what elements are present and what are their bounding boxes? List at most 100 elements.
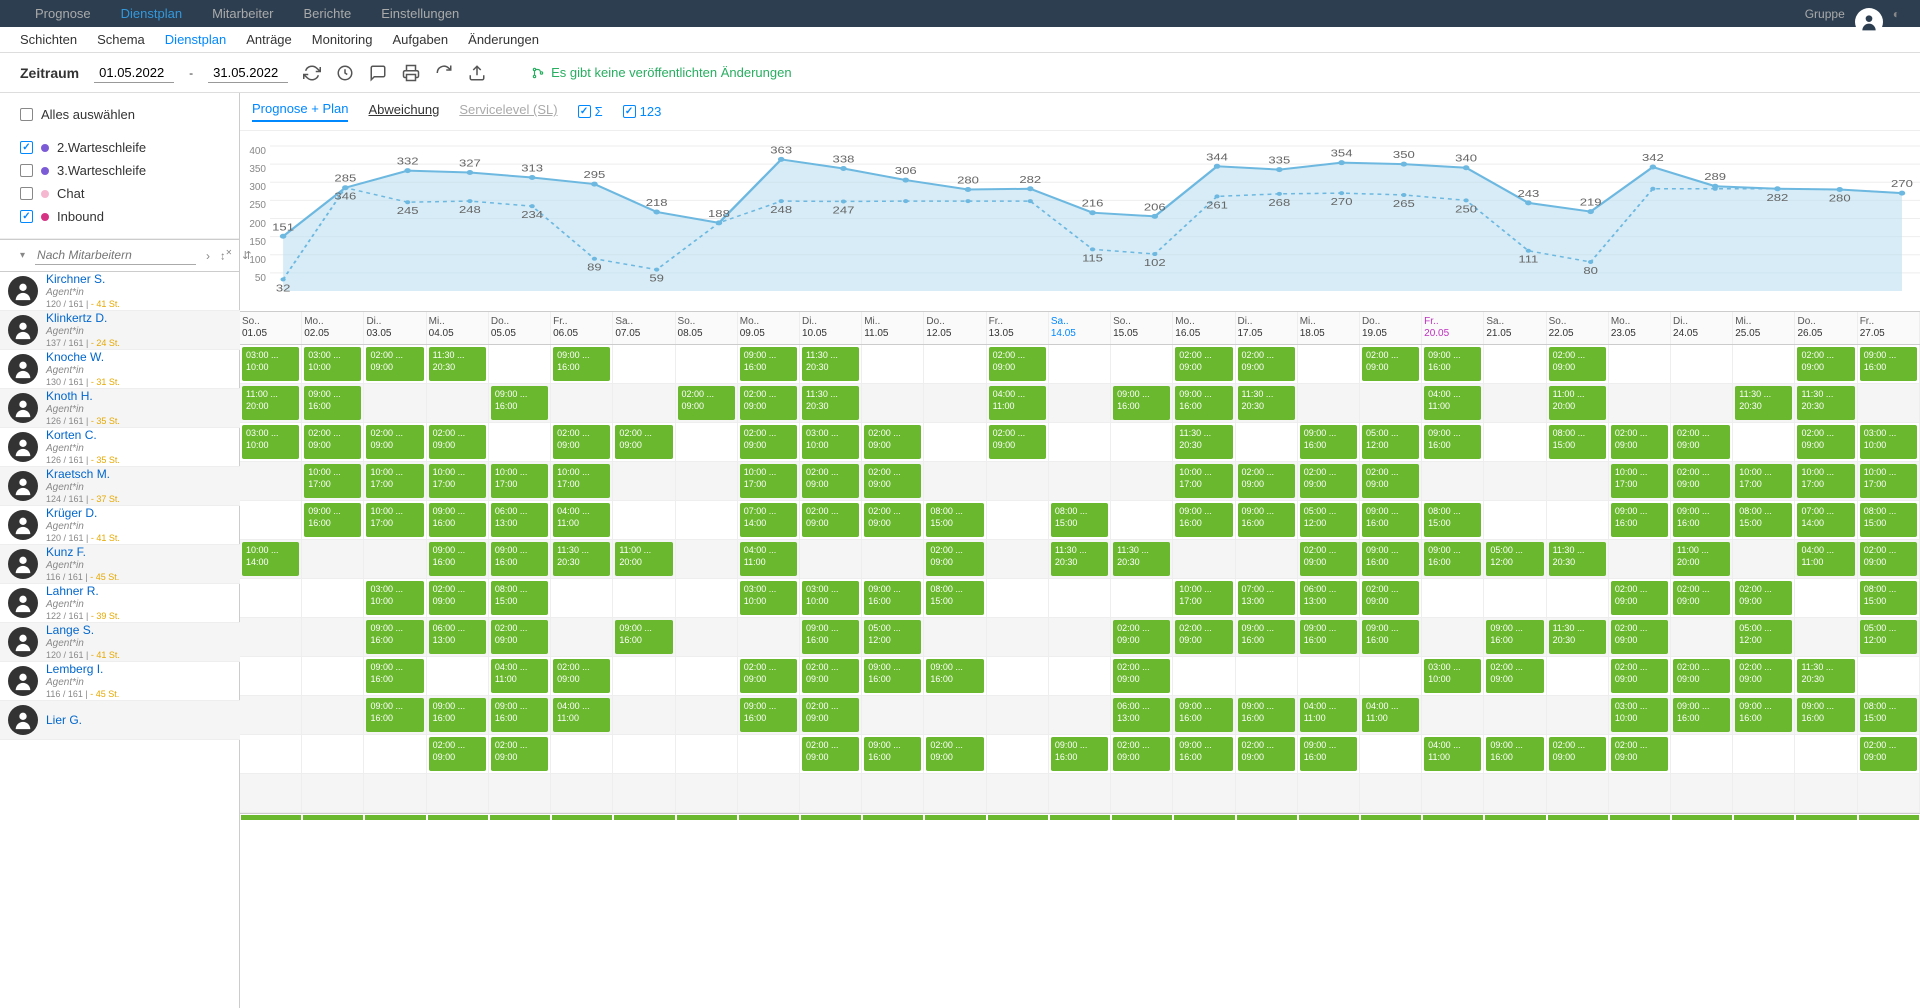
shift-block[interactable]: 10:00 ...17:00 (1611, 464, 1668, 498)
shift-block[interactable]: 03:00 ...10:00 (740, 581, 797, 615)
shift-cell[interactable] (302, 696, 364, 734)
shift-cell[interactable]: 09:00 ...16:00 (1422, 540, 1484, 578)
shift-block[interactable]: 09:00 ...16:00 (366, 620, 423, 654)
employee-search-input[interactable] (35, 246, 196, 265)
shift-cell[interactable]: 10:00 ...17:00 (1795, 462, 1857, 500)
shift-cell[interactable]: 09:00 ...16:00 (862, 579, 924, 617)
shift-cell[interactable] (1484, 462, 1546, 500)
shift-cell[interactable]: 11:30 ...20:30 (1111, 540, 1173, 578)
shift-cell[interactable]: 09:00 ...16:00 (862, 735, 924, 773)
shift-cell[interactable] (1484, 696, 1546, 734)
shift-cell[interactable]: 09:00 ...16:00 (1795, 696, 1857, 734)
shift-cell[interactable] (862, 540, 924, 578)
shift-cell[interactable]: 09:00 ...16:00 (364, 657, 426, 695)
shift-cell[interactable] (613, 384, 675, 422)
shift-block[interactable]: 02:00 ...09:00 (1238, 464, 1295, 498)
shift-cell[interactable]: 08:00 ...15:00 (1422, 501, 1484, 539)
shift-cell[interactable]: 11:30 ...20:30 (1173, 423, 1235, 461)
shift-cell[interactable] (1547, 462, 1609, 500)
shift-block[interactable]: 02:00 ...09:00 (1362, 347, 1419, 381)
shift-cell[interactable]: 02:00 ...09:00 (862, 501, 924, 539)
shift-cell[interactable] (1422, 579, 1484, 617)
shift-block[interactable]: 03:00 ...10:00 (242, 425, 299, 459)
shift-cell[interactable]: 07:00 ...14:00 (738, 501, 800, 539)
shift-cell[interactable]: 09:00 ...16:00 (489, 384, 551, 422)
shift-block[interactable]: 11:30 ...20:30 (1549, 542, 1606, 576)
shift-block[interactable]: 09:00 ...16:00 (1175, 698, 1232, 732)
shift-cell[interactable]: 10:00 ...17:00 (364, 462, 426, 500)
shift-block[interactable]: 02:00 ...09:00 (802, 503, 859, 537)
upload-icon[interactable] (468, 64, 486, 82)
shift-cell[interactable]: 02:00 ...09:00 (987, 345, 1049, 383)
shift-block[interactable]: 09:00 ...16:00 (926, 659, 983, 693)
shift-cell[interactable] (613, 657, 675, 695)
shift-cell[interactable] (613, 462, 675, 500)
shift-block[interactable]: 11:30 ...20:30 (1051, 542, 1108, 576)
shift-cell[interactable] (1173, 774, 1235, 812)
shift-block[interactable]: 09:00 ...16:00 (1300, 737, 1357, 771)
subnav-item-schichten[interactable]: Schichten (20, 32, 77, 47)
shift-cell[interactable] (800, 774, 862, 812)
shift-block[interactable]: 09:00 ...16:00 (864, 737, 921, 771)
shift-cell[interactable] (1360, 774, 1422, 812)
shift-cell[interactable]: 02:00 ...09:00 (1111, 618, 1173, 656)
shift-block[interactable]: 02:00 ...09:00 (1673, 464, 1730, 498)
shift-cell[interactable]: 02:00 ...09:00 (1236, 345, 1298, 383)
shift-cell[interactable] (987, 462, 1049, 500)
shift-block[interactable]: 02:00 ...09:00 (1673, 425, 1730, 459)
shift-block[interactable]: 08:00 ...15:00 (1051, 503, 1108, 537)
shift-block[interactable]: 09:00 ...16:00 (864, 581, 921, 615)
shift-block[interactable]: 04:00 ...11:00 (1300, 698, 1357, 732)
shift-cell[interactable]: 02:00 ...09:00 (1671, 423, 1733, 461)
shift-cell[interactable]: 02:00 ...09:00 (800, 462, 862, 500)
shift-cell[interactable]: 10:00 ...14:00 (240, 540, 302, 578)
shift-block[interactable]: 02:00 ...09:00 (678, 386, 735, 420)
shift-cell[interactable]: 02:00 ...09:00 (738, 423, 800, 461)
shift-block[interactable]: 09:00 ...16:00 (740, 347, 797, 381)
shift-cell[interactable]: 02:00 ...09:00 (1360, 345, 1422, 383)
shift-cell[interactable] (987, 501, 1049, 539)
shift-cell[interactable] (1236, 540, 1298, 578)
shift-cell[interactable]: 03:00 ...10:00 (738, 579, 800, 617)
shift-cell[interactable]: 02:00 ...09:00 (1609, 657, 1671, 695)
shift-block[interactable]: 10:00 ...17:00 (366, 503, 423, 537)
shift-cell[interactable]: 09:00 ...16:00 (1049, 735, 1111, 773)
shift-cell[interactable] (862, 345, 924, 383)
shift-cell[interactable]: 11:30 ...20:30 (1733, 384, 1795, 422)
shift-block[interactable]: 11:30 ...20:30 (429, 347, 486, 381)
shift-cell[interactable] (489, 423, 551, 461)
shift-cell[interactable] (613, 579, 675, 617)
shift-cell[interactable] (364, 735, 426, 773)
shift-cell[interactable]: 05:00 ...12:00 (1298, 501, 1360, 539)
date-header-cell[interactable]: Fr..20.05 (1422, 312, 1484, 344)
shift-cell[interactable] (1049, 384, 1111, 422)
globe-icon[interactable]: ◐ (1893, 7, 1900, 21)
shift-cell[interactable] (1049, 774, 1111, 812)
tab-servicelevel[interactable]: Servicelevel (SL) (459, 102, 557, 121)
shift-block[interactable]: 09:00 ...16:00 (1362, 542, 1419, 576)
shift-block[interactable]: 10:00 ...17:00 (366, 464, 423, 498)
shift-cell[interactable]: 09:00 ...16:00 (1360, 540, 1422, 578)
shift-cell[interactable]: 02:00 ...09:00 (1484, 657, 1546, 695)
shift-block[interactable]: 02:00 ...09:00 (864, 503, 921, 537)
shift-block[interactable]: 04:00 ...11:00 (740, 542, 797, 576)
tab-abweichung[interactable]: Abweichung (368, 102, 439, 121)
shift-block[interactable]: 09:00 ...16:00 (615, 620, 672, 654)
shift-block[interactable]: 02:00 ...09:00 (1611, 425, 1668, 459)
shift-cell[interactable] (676, 423, 738, 461)
shift-cell[interactable] (364, 384, 426, 422)
shift-block[interactable]: 08:00 ...15:00 (1860, 698, 1917, 732)
employee-row[interactable]: Kraetsch M.Agent*in124 / 161 | - 37 St. (0, 467, 240, 506)
shift-block[interactable]: 02:00 ...09:00 (491, 737, 548, 771)
shift-block[interactable]: 02:00 ...09:00 (429, 581, 486, 615)
shift-cell[interactable]: 02:00 ...09:00 (800, 657, 862, 695)
date-header-cell[interactable]: Mi..25.05 (1733, 312, 1795, 344)
shift-block[interactable]: 09:00 ...16:00 (1362, 503, 1419, 537)
date-header-cell[interactable]: Mo..09.05 (738, 312, 800, 344)
shift-cell[interactable]: 09:00 ...16:00 (364, 696, 426, 734)
shift-block[interactable]: 02:00 ...09:00 (926, 542, 983, 576)
date-header-cell[interactable]: Fr..13.05 (987, 312, 1049, 344)
shift-block[interactable]: 10:00 ...17:00 (1797, 464, 1854, 498)
shift-block[interactable]: 02:00 ...09:00 (1797, 347, 1854, 381)
shift-block[interactable]: 11:30 ...20:30 (1113, 542, 1170, 576)
